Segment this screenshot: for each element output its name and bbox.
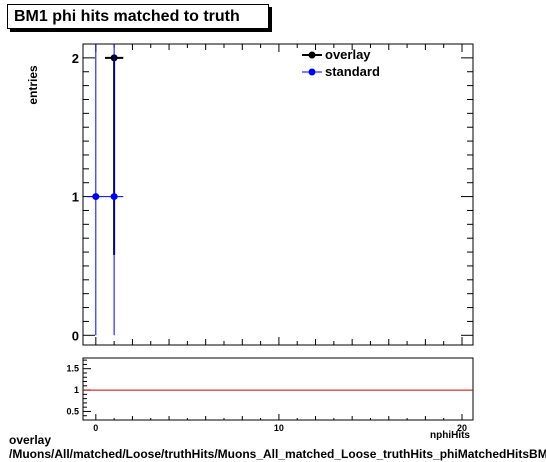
- footer-line-1: overlay: [9, 433, 52, 447]
- legend-overlay-label: overlay: [325, 47, 371, 62]
- ratio-y-tick-label: 1: [74, 385, 79, 395]
- ratio-x-tick-label: 20: [457, 423, 467, 433]
- legend-overlay-marker: [308, 51, 316, 59]
- data-point-standard: [92, 193, 100, 201]
- ratio-x-tick-label: 10: [274, 423, 284, 433]
- legend: overlay standard: [302, 47, 380, 79]
- ratio-y-tick-label: 1.5: [66, 364, 79, 374]
- chart-title: BM1 phi hits matched to truth: [7, 4, 269, 29]
- ratio-x-tick-label: 0: [93, 423, 98, 433]
- ratio-plot-frame: [82, 357, 474, 421]
- y-tick-label: 1: [72, 190, 79, 205]
- y-tick-label: 0: [72, 328, 79, 343]
- ratio-y-tick-label: 0.5: [66, 406, 79, 416]
- main-plot-frame: [82, 43, 474, 346]
- legend-standard-marker: [308, 68, 316, 76]
- ratio-x-axis-label: nphiHits: [430, 430, 470, 441]
- y-axis-label: entries: [26, 65, 40, 105]
- y-tick-label: 2: [72, 51, 79, 66]
- footer-line-2: /Muons/All/matched/Loose/truthHits/Muons…: [9, 447, 546, 461]
- data-point-standard: [110, 193, 118, 201]
- legend-standard-label: standard: [325, 64, 380, 79]
